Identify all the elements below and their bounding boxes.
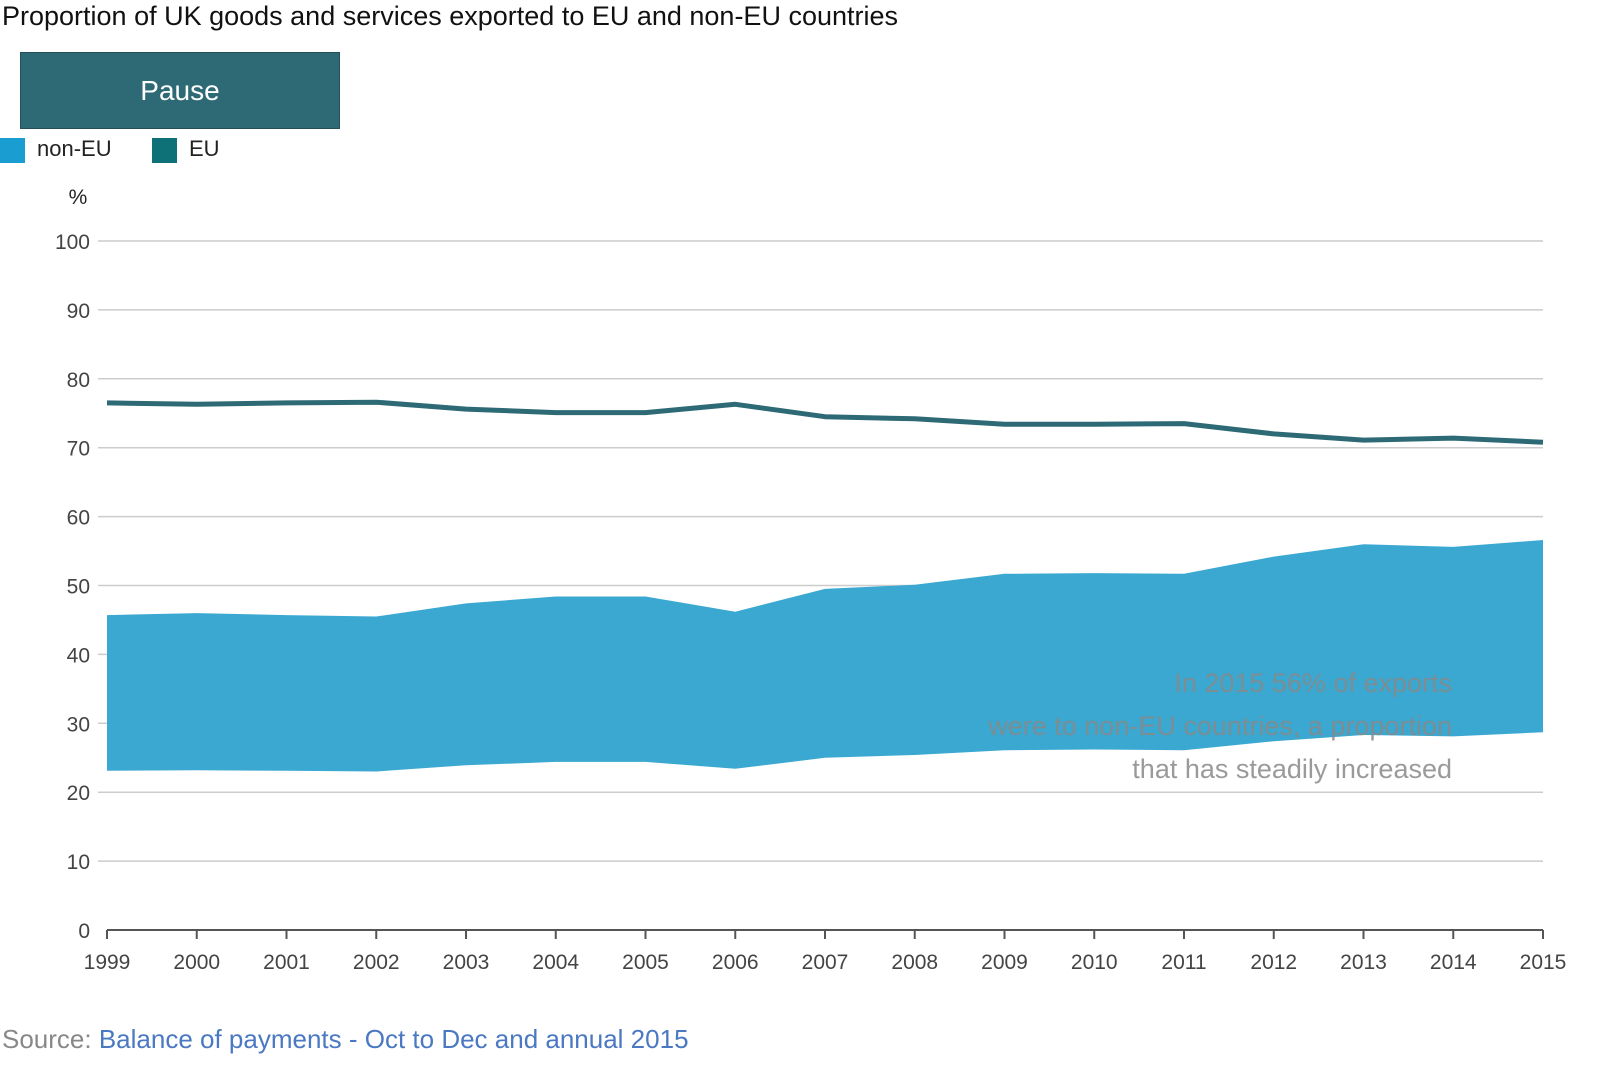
x-tick-label-2011: 2011 [1161,951,1206,974]
area-series [107,540,1543,772]
source-link[interactable]: Balance of payments - Oct to Dec and ann… [98,1024,689,1054]
legend-swatch-non-eu [0,138,25,163]
axes: 0 10 20 30 40 50 60 70 80 90 100% 1999 2000 2001 2002 2… [55,186,1566,974]
y-tick-label-20: 20 [67,782,90,805]
y-tick-label-60: 60 [67,507,90,530]
x-tick-label-2012: 2012 [1250,951,1297,974]
x-tick-label-2005: 2005 [622,951,669,974]
source-prefix: Source: [2,1024,99,1054]
x-tick-label-2003: 2003 [443,951,490,974]
x-tick-label-2013: 2013 [1340,951,1387,974]
y-axis-label: % [69,186,88,209]
annotation: In 2015 56% of exports were to non-EU cou… [987,668,1452,784]
annotation-line-1: In 2015 56% of exports [1174,668,1452,698]
y-tick-label-0: 0 [78,920,90,943]
x-tick-label-2001: 2001 [263,951,310,974]
x-tick-label-2007: 2007 [802,951,849,974]
y-tick-label-30: 30 [67,713,90,736]
x-tick-label-2010: 2010 [1071,951,1118,974]
y-tick-label-80: 80 [67,369,90,392]
x-tick-label-2015: 2015 [1520,951,1567,974]
source-line: Source: Balance of payments - Oct to Dec… [2,1024,689,1054]
x-tick-label-2004: 2004 [532,951,579,974]
x-tick-label-2006: 2006 [712,951,759,974]
area-chart: 0 10 20 30 40 50 60 70 80 90 100% 1999 2000 2001 2002 2… [55,186,1566,974]
legend-label-non-eu: non-EU [37,135,112,161]
chart-title: Proportion of UK goods and services expo… [2,1,898,31]
x-tick-label-2014: 2014 [1430,951,1477,974]
x-tick-label-2000: 2000 [173,951,220,974]
legend-label-eu: EU [189,135,220,161]
x-tick-label-2009: 2009 [981,951,1028,974]
annotation-text: In 2015 56% of exports were to non-EU cou… [987,668,1452,784]
line-series [106,399,1544,445]
x-tick-label-2008: 2008 [891,951,938,974]
y-tick-label-50: 50 [67,576,90,599]
y-tick-label-40: 40 [67,644,90,667]
annotation-line-2: were to non-EU countries, a proportion [987,711,1452,741]
x-tick-label-1999: 1999 [84,951,131,974]
y-tick-label-100: 100 [55,231,90,254]
area-non-eu [107,540,1543,772]
pause-button[interactable]: Pause [20,52,340,129]
legend-item-non-eu: non-EU [0,134,112,163]
line-eu [106,399,1544,445]
y-tick-label-10: 10 [67,851,90,874]
legend-swatch-eu [152,138,177,163]
annotation-line-3: that has steadily increased [1132,754,1452,784]
y-tick-label-90: 90 [67,300,90,323]
y-tick-label-70: 70 [67,438,90,461]
x-tick-label-2002: 2002 [353,951,400,974]
legend-item-eu: EU [152,134,220,163]
